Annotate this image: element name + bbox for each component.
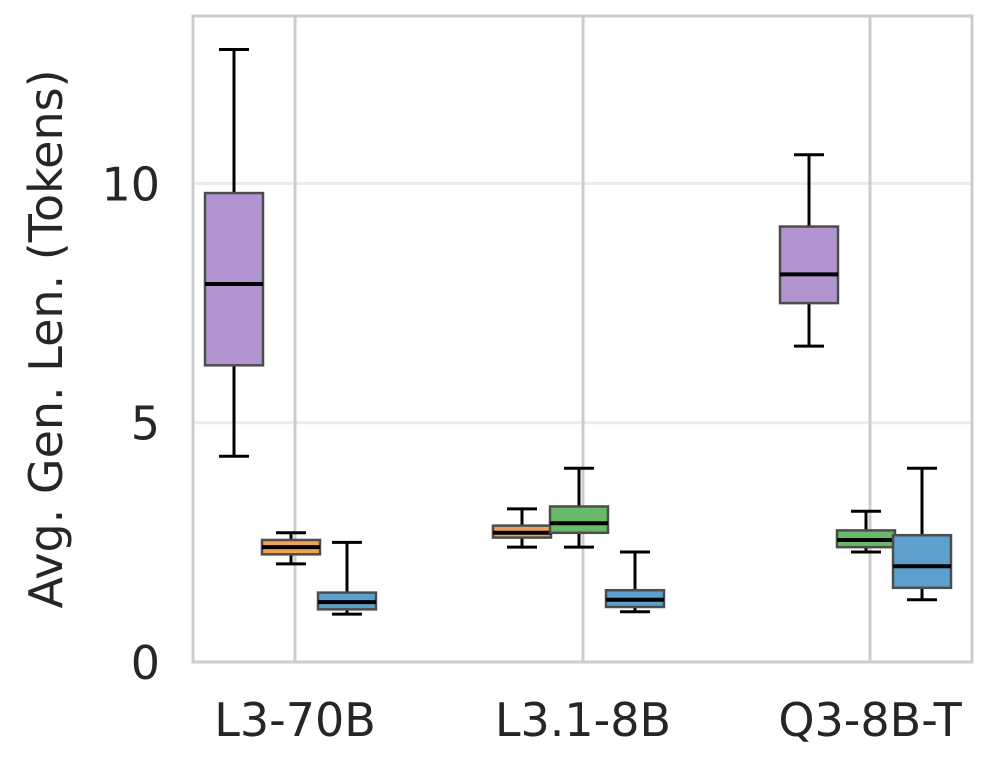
y-tick-label: 5 [131,397,160,451]
iqr-box [548,505,610,535]
box-layer [203,47,953,616]
iqr-box [778,225,840,305]
box-Q3-8B-T-1 [835,509,897,554]
x-tick-label: L3.1-8B [495,693,671,747]
box-Q3-8B-T-0 [778,153,840,348]
y-tick-label: 10 [101,157,160,211]
x-tick-label: L3-70B [214,693,376,747]
y-axis-title: Avg. Gen. Len. (Tokens) [19,69,73,608]
iqr-box [891,533,953,590]
box-Q3-8B-T-2 [891,466,953,602]
x-tick-label: Q3-8B-T [778,693,962,747]
box-L3-70B-0 [203,47,265,458]
tick-layer: 0 5 10 L3-70B L3.1-8B Q3-8B-T [101,157,962,747]
box-L3.1-8B-1 [548,466,610,549]
box-L3.1-8B-0 [491,507,553,549]
box-L3-70B-1 [260,531,322,566]
iqr-box [203,191,265,367]
grid-layer [193,16,972,662]
box-L3-70B-2 [316,540,378,616]
plot-frame [191,14,974,664]
y-tick-label: 0 [131,636,160,690]
box-L3.1-8B-2 [604,550,666,614]
